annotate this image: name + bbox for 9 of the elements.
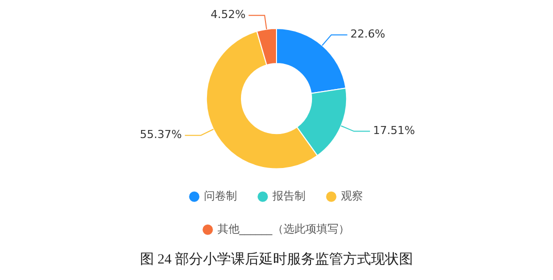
data-label: 22.6% (350, 28, 386, 41)
legend-label: 观察 (340, 190, 363, 203)
text: 图 24 部分小学课后延时服务监管方式现状图 (140, 251, 413, 268)
data-label: 4.52% (210, 8, 246, 22)
data-label: 17.51% (372, 124, 415, 138)
legend-label: 报告制 (271, 190, 306, 203)
legend-label: 其他______（选此项填写） (217, 222, 350, 236)
data-label: 55.37% (140, 128, 182, 142)
legend-label: 问卷制 (204, 190, 237, 203)
